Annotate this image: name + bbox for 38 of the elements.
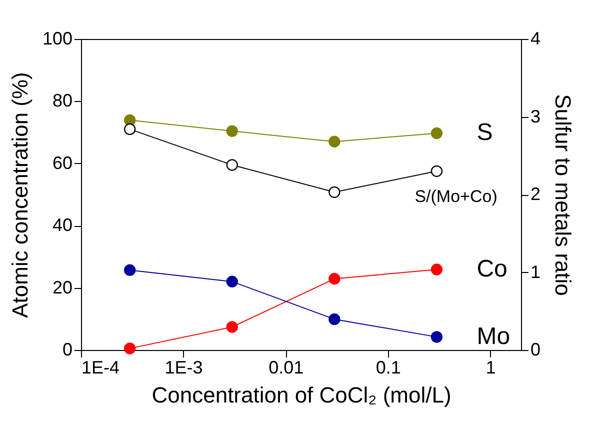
y-tick-label: 100	[42, 28, 72, 48]
x-tick-label: 0.01	[268, 358, 304, 378]
point	[226, 321, 238, 333]
y2-axis-title: Sulfur to metals ratio	[550, 94, 576, 296]
y-tick-label: 40	[52, 215, 72, 236]
point	[124, 264, 136, 276]
y-axis-title: Atomic concentration (%)	[7, 72, 32, 318]
point	[226, 125, 238, 137]
point	[430, 331, 443, 343]
point	[430, 127, 443, 140]
y2-tick-label: 4	[530, 28, 541, 48]
y2-tick-label: 1	[530, 262, 541, 282]
point	[328, 136, 340, 148]
point	[226, 159, 238, 171]
series-label: S/(Mo+Co)	[414, 187, 498, 206]
x-tick-label: 1E-4	[82, 358, 120, 378]
x-axis-title: Concentration of CoCl₂ (mol/L)	[152, 382, 452, 408]
point	[430, 165, 443, 178]
point	[124, 342, 136, 354]
point	[124, 123, 136, 136]
point	[328, 186, 340, 198]
x-tick-label: 1E-3	[164, 358, 203, 378]
y-tick-label: 20	[52, 277, 72, 298]
point	[226, 276, 238, 288]
point	[328, 272, 340, 285]
y-tick-label: 60	[52, 152, 72, 173]
point	[430, 264, 443, 276]
y2-tick-label: 3	[530, 106, 541, 126]
series-label: Co	[476, 255, 508, 282]
y-tick-label: 0	[62, 340, 72, 360]
series-label: Mo	[476, 322, 510, 350]
x-tick-label: 0.1	[376, 358, 401, 378]
point	[328, 313, 340, 326]
y-tick-label: 80	[52, 90, 72, 111]
x-tick-label: 1	[486, 358, 496, 378]
series-label: S	[476, 119, 493, 146]
y2-tick-label: 0	[530, 340, 541, 360]
y2-tick-label: 2	[530, 184, 541, 204]
